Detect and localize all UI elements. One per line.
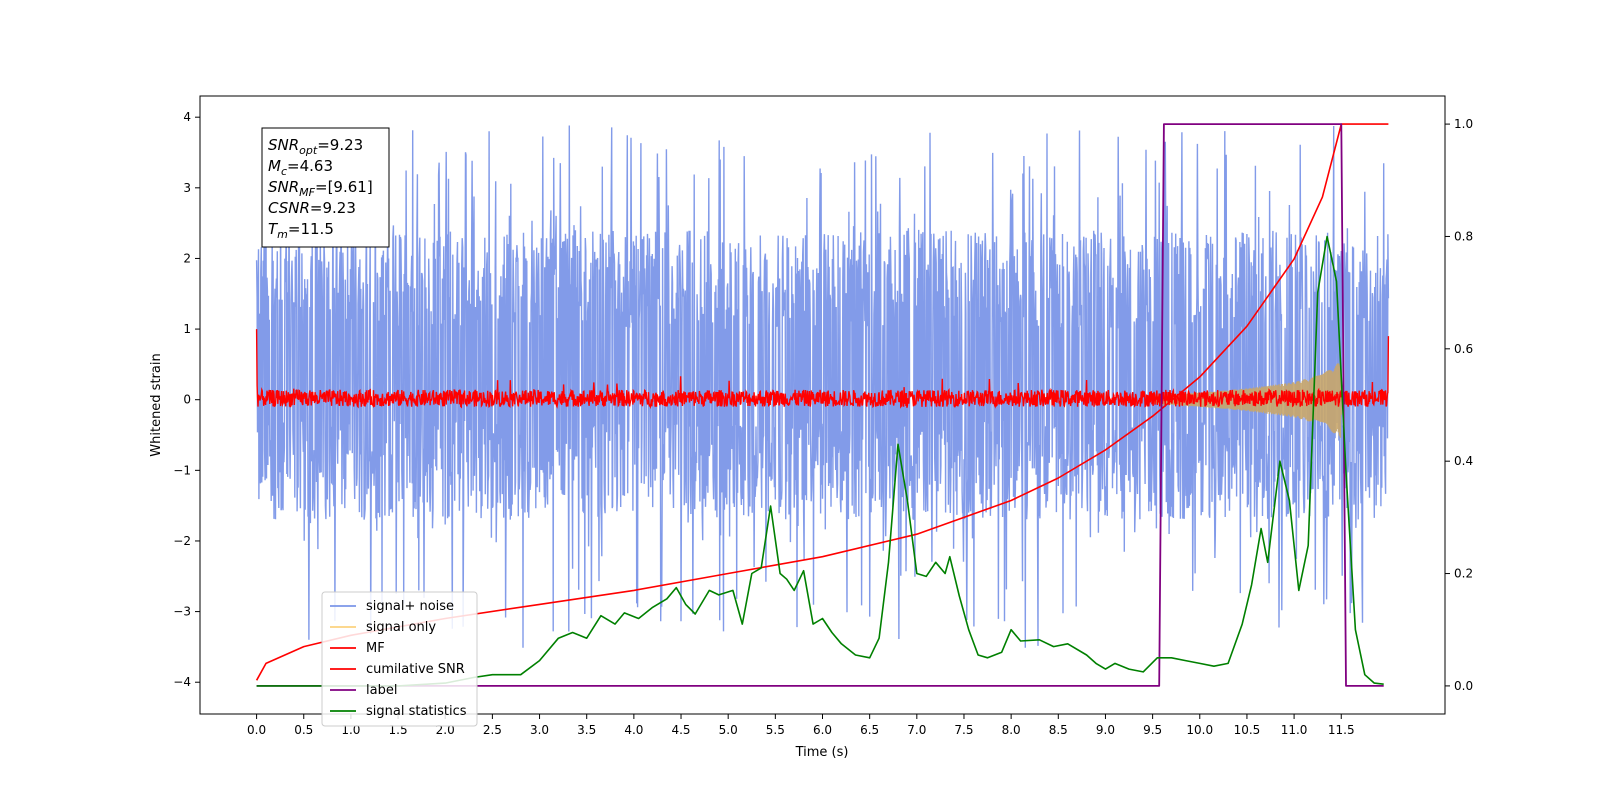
x-tick-label: 7.0 [907,723,926,737]
annotation-subscript: c [281,165,287,178]
legend-entry-label: signal statistics [366,704,467,719]
y-left-tick-label: 3 [183,181,191,195]
annotation-line: SNRMF=[9.61] [268,178,373,199]
y-left-tick-label: −4 [173,675,191,689]
x-tick-label: 4.0 [624,723,643,737]
annotation-symbol: SNR [268,178,299,196]
legend: signal+ noise signal only MF cumilative SNR… [321,591,478,727]
x-tick-label: 3.0 [530,723,549,737]
annotation-subscript: m [277,228,288,241]
annotation-value: =9.23 [310,199,356,217]
legend-entry-label: MF [366,641,385,656]
x-tick-label: 10.0 [1186,723,1213,737]
annotation-box: SNRopt=9.23Mc=4.63SNRMF=[9.61]CSNR=9.23T… [261,127,390,248]
y-axis-right: 0.0 0.2 0.4 0.6 0.8 1.0 [1445,117,1473,693]
annotation-frame [261,127,390,248]
legend-entry-label: signal only [366,620,436,635]
x-tick-label: 8.0 [1002,723,1021,737]
y-right-tick-label: 0.2 [1454,567,1473,581]
annotation-symbol: T [268,220,279,238]
y-left-tick-label: 0 [183,393,191,407]
x-tick-label: 3.5 [577,723,596,737]
y-right-tick-label: 1.0 [1454,117,1473,131]
x-tick-label: 10.5 [1234,723,1261,737]
annotation-symbol: SNR [268,136,299,154]
annotation-subscript: MF [299,186,315,199]
series-mf [255,329,1390,410]
y-right-tick-label: 0.4 [1454,454,1473,468]
annotation-value: =4.63 [287,157,333,175]
x-tick-label: 5.0 [719,723,738,737]
x-tick-label: 2.5 [483,723,502,737]
y-left-tick-label: −1 [173,463,191,477]
x-tick-label: 0.0 [247,723,266,737]
series-signal-statistics [256,235,1384,687]
annotation-line: Mc=4.63 [268,157,333,178]
y-left-tick-label: −3 [173,605,191,619]
x-tick-label: 7.5 [954,723,973,737]
annotation-line: CSNR=9.23 [268,199,356,217]
series-label [256,123,1384,687]
x-axis-label: Time (s) [795,745,849,760]
x-tick-label: 6.5 [860,723,879,737]
x-tick-label: 11.5 [1328,723,1355,737]
x-tick-label: 6.0 [813,723,832,737]
legend-entry-label: cumilative SNR [366,662,465,677]
annotation-subscript: opt [299,144,318,157]
x-tick-label: 5.5 [766,723,785,737]
x-tick-label: 11.0 [1281,723,1308,737]
annotation-symbol: M [268,157,281,175]
legend-entry-label: label [366,683,397,698]
x-axis: 0.0 0.5 1.0 1.5 2.0 2.5 3.0 3.5 4.0 4.5 5.0 5.5 6.0 6… [247,714,1355,737]
x-tick-label: 8.5 [1049,723,1068,737]
y-right-tick-label: 0.6 [1454,342,1473,356]
legend-frame [321,591,478,727]
y-axis-label: Whitened strain [149,353,164,456]
x-tick-label: 9.0 [1096,723,1115,737]
legend-entry-label: signal+ noise [366,599,454,614]
series-signal-noise [255,125,1390,648]
x-tick-label: 9.5 [1143,723,1162,737]
annotation-value: =[9.61] [315,178,373,196]
annotation-line: SNRopt=9.23 [268,136,363,157]
x-tick-label: 4.5 [671,723,690,737]
annotation-symbol: CSNR [268,199,310,217]
x-tick-label: 0.5 [294,723,313,737]
y-left-tick-label: −2 [173,534,191,548]
y-right-tick-label: 0.0 [1454,679,1473,693]
annotation-value: =11.5 [288,220,334,238]
annotation-value: =9.23 [317,136,363,154]
y-left-tick-label: 1 [183,322,191,336]
y-left-tick-label: 4 [183,110,191,124]
y-left-tick-label: 2 [183,251,191,265]
annotation-line: Tm=11.5 [268,220,334,241]
y-axis-left: −4 −3 −2 −1 0 1 2 3 4 [173,110,200,689]
y-right-tick-label: 0.8 [1454,229,1473,243]
